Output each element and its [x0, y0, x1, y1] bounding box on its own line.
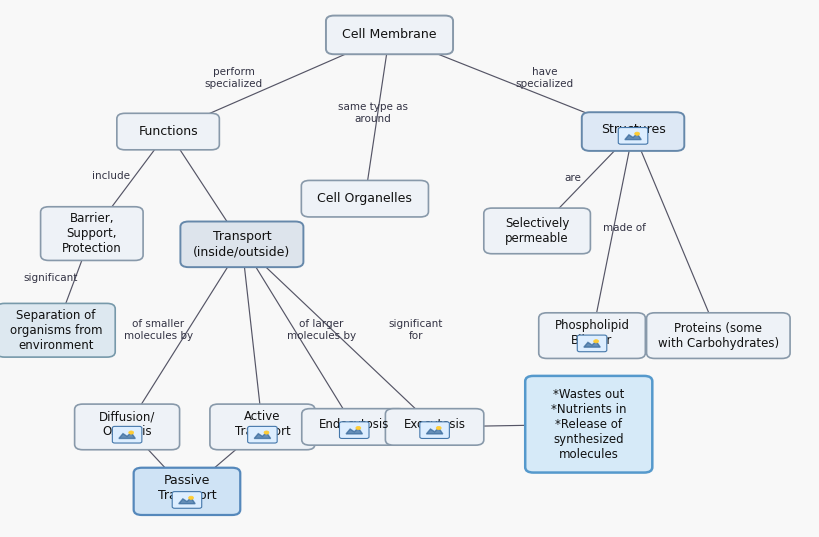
Text: Cell Membrane: Cell Membrane	[342, 28, 437, 41]
Polygon shape	[119, 433, 135, 438]
FancyBboxPatch shape	[325, 16, 452, 54]
FancyBboxPatch shape	[538, 313, 645, 359]
FancyBboxPatch shape	[301, 180, 428, 217]
Text: Endocytosis: Endocytosis	[319, 418, 389, 431]
Text: of larger
molecules by: of larger molecules by	[287, 320, 355, 341]
FancyBboxPatch shape	[0, 303, 115, 357]
Text: are: are	[563, 173, 580, 183]
Text: include: include	[92, 171, 129, 181]
Polygon shape	[346, 428, 362, 434]
FancyBboxPatch shape	[581, 112, 684, 151]
FancyBboxPatch shape	[210, 404, 314, 450]
Polygon shape	[179, 498, 195, 504]
Text: Transport
(inside/outside): Transport (inside/outside)	[193, 230, 290, 258]
Polygon shape	[583, 342, 600, 347]
Text: Passive
Transport: Passive Transport	[157, 474, 216, 503]
Text: Structures: Structures	[600, 123, 664, 136]
FancyBboxPatch shape	[618, 127, 647, 144]
Text: of smaller
molecules by: of smaller molecules by	[124, 320, 192, 341]
Circle shape	[355, 426, 360, 430]
Circle shape	[129, 431, 133, 434]
Text: have
specialized: have specialized	[515, 67, 572, 89]
FancyBboxPatch shape	[172, 492, 201, 508]
Text: Phospholipid
Bilayer: Phospholipid Bilayer	[554, 319, 629, 347]
FancyBboxPatch shape	[483, 208, 590, 254]
FancyBboxPatch shape	[577, 335, 606, 352]
FancyBboxPatch shape	[180, 221, 303, 267]
Text: perform
specialized: perform specialized	[205, 67, 262, 89]
FancyBboxPatch shape	[41, 207, 143, 260]
Text: Diffusion/
Osmosis: Diffusion/ Osmosis	[99, 410, 155, 438]
Circle shape	[634, 132, 639, 135]
Text: Cell Organelles: Cell Organelles	[317, 192, 412, 205]
FancyBboxPatch shape	[385, 409, 483, 445]
Polygon shape	[426, 428, 442, 434]
Text: significant
for: significant for	[388, 320, 442, 341]
Text: significant: significant	[24, 273, 78, 282]
Text: Proteins (some
with Carbohydrates): Proteins (some with Carbohydrates)	[657, 322, 778, 350]
Text: Exocytosis: Exocytosis	[403, 418, 465, 431]
FancyBboxPatch shape	[646, 313, 790, 359]
FancyBboxPatch shape	[112, 426, 142, 443]
Text: same type as
around: same type as around	[337, 102, 408, 124]
FancyBboxPatch shape	[247, 426, 277, 443]
Circle shape	[436, 426, 441, 430]
Polygon shape	[624, 134, 640, 140]
Text: Selectively
permeable: Selectively permeable	[505, 217, 568, 245]
Text: made of: made of	[603, 223, 645, 233]
Circle shape	[264, 431, 269, 434]
Circle shape	[593, 339, 598, 343]
FancyBboxPatch shape	[133, 468, 240, 515]
Text: Separation of
organisms from
environment: Separation of organisms from environment	[10, 309, 102, 352]
Circle shape	[188, 496, 193, 499]
Text: Active
Transport: Active Transport	[234, 410, 290, 438]
FancyBboxPatch shape	[116, 113, 219, 150]
FancyBboxPatch shape	[419, 422, 449, 438]
FancyBboxPatch shape	[525, 376, 652, 473]
FancyBboxPatch shape	[301, 409, 406, 445]
Text: Functions: Functions	[138, 125, 197, 138]
FancyBboxPatch shape	[75, 404, 179, 450]
Polygon shape	[254, 433, 270, 438]
FancyBboxPatch shape	[339, 422, 369, 438]
Text: *Wastes out
*Nutrients in
*Release of
synthesized
molecules: *Wastes out *Nutrients in *Release of sy…	[550, 388, 626, 461]
Text: Barrier,
Support,
Protection: Barrier, Support, Protection	[62, 212, 121, 255]
